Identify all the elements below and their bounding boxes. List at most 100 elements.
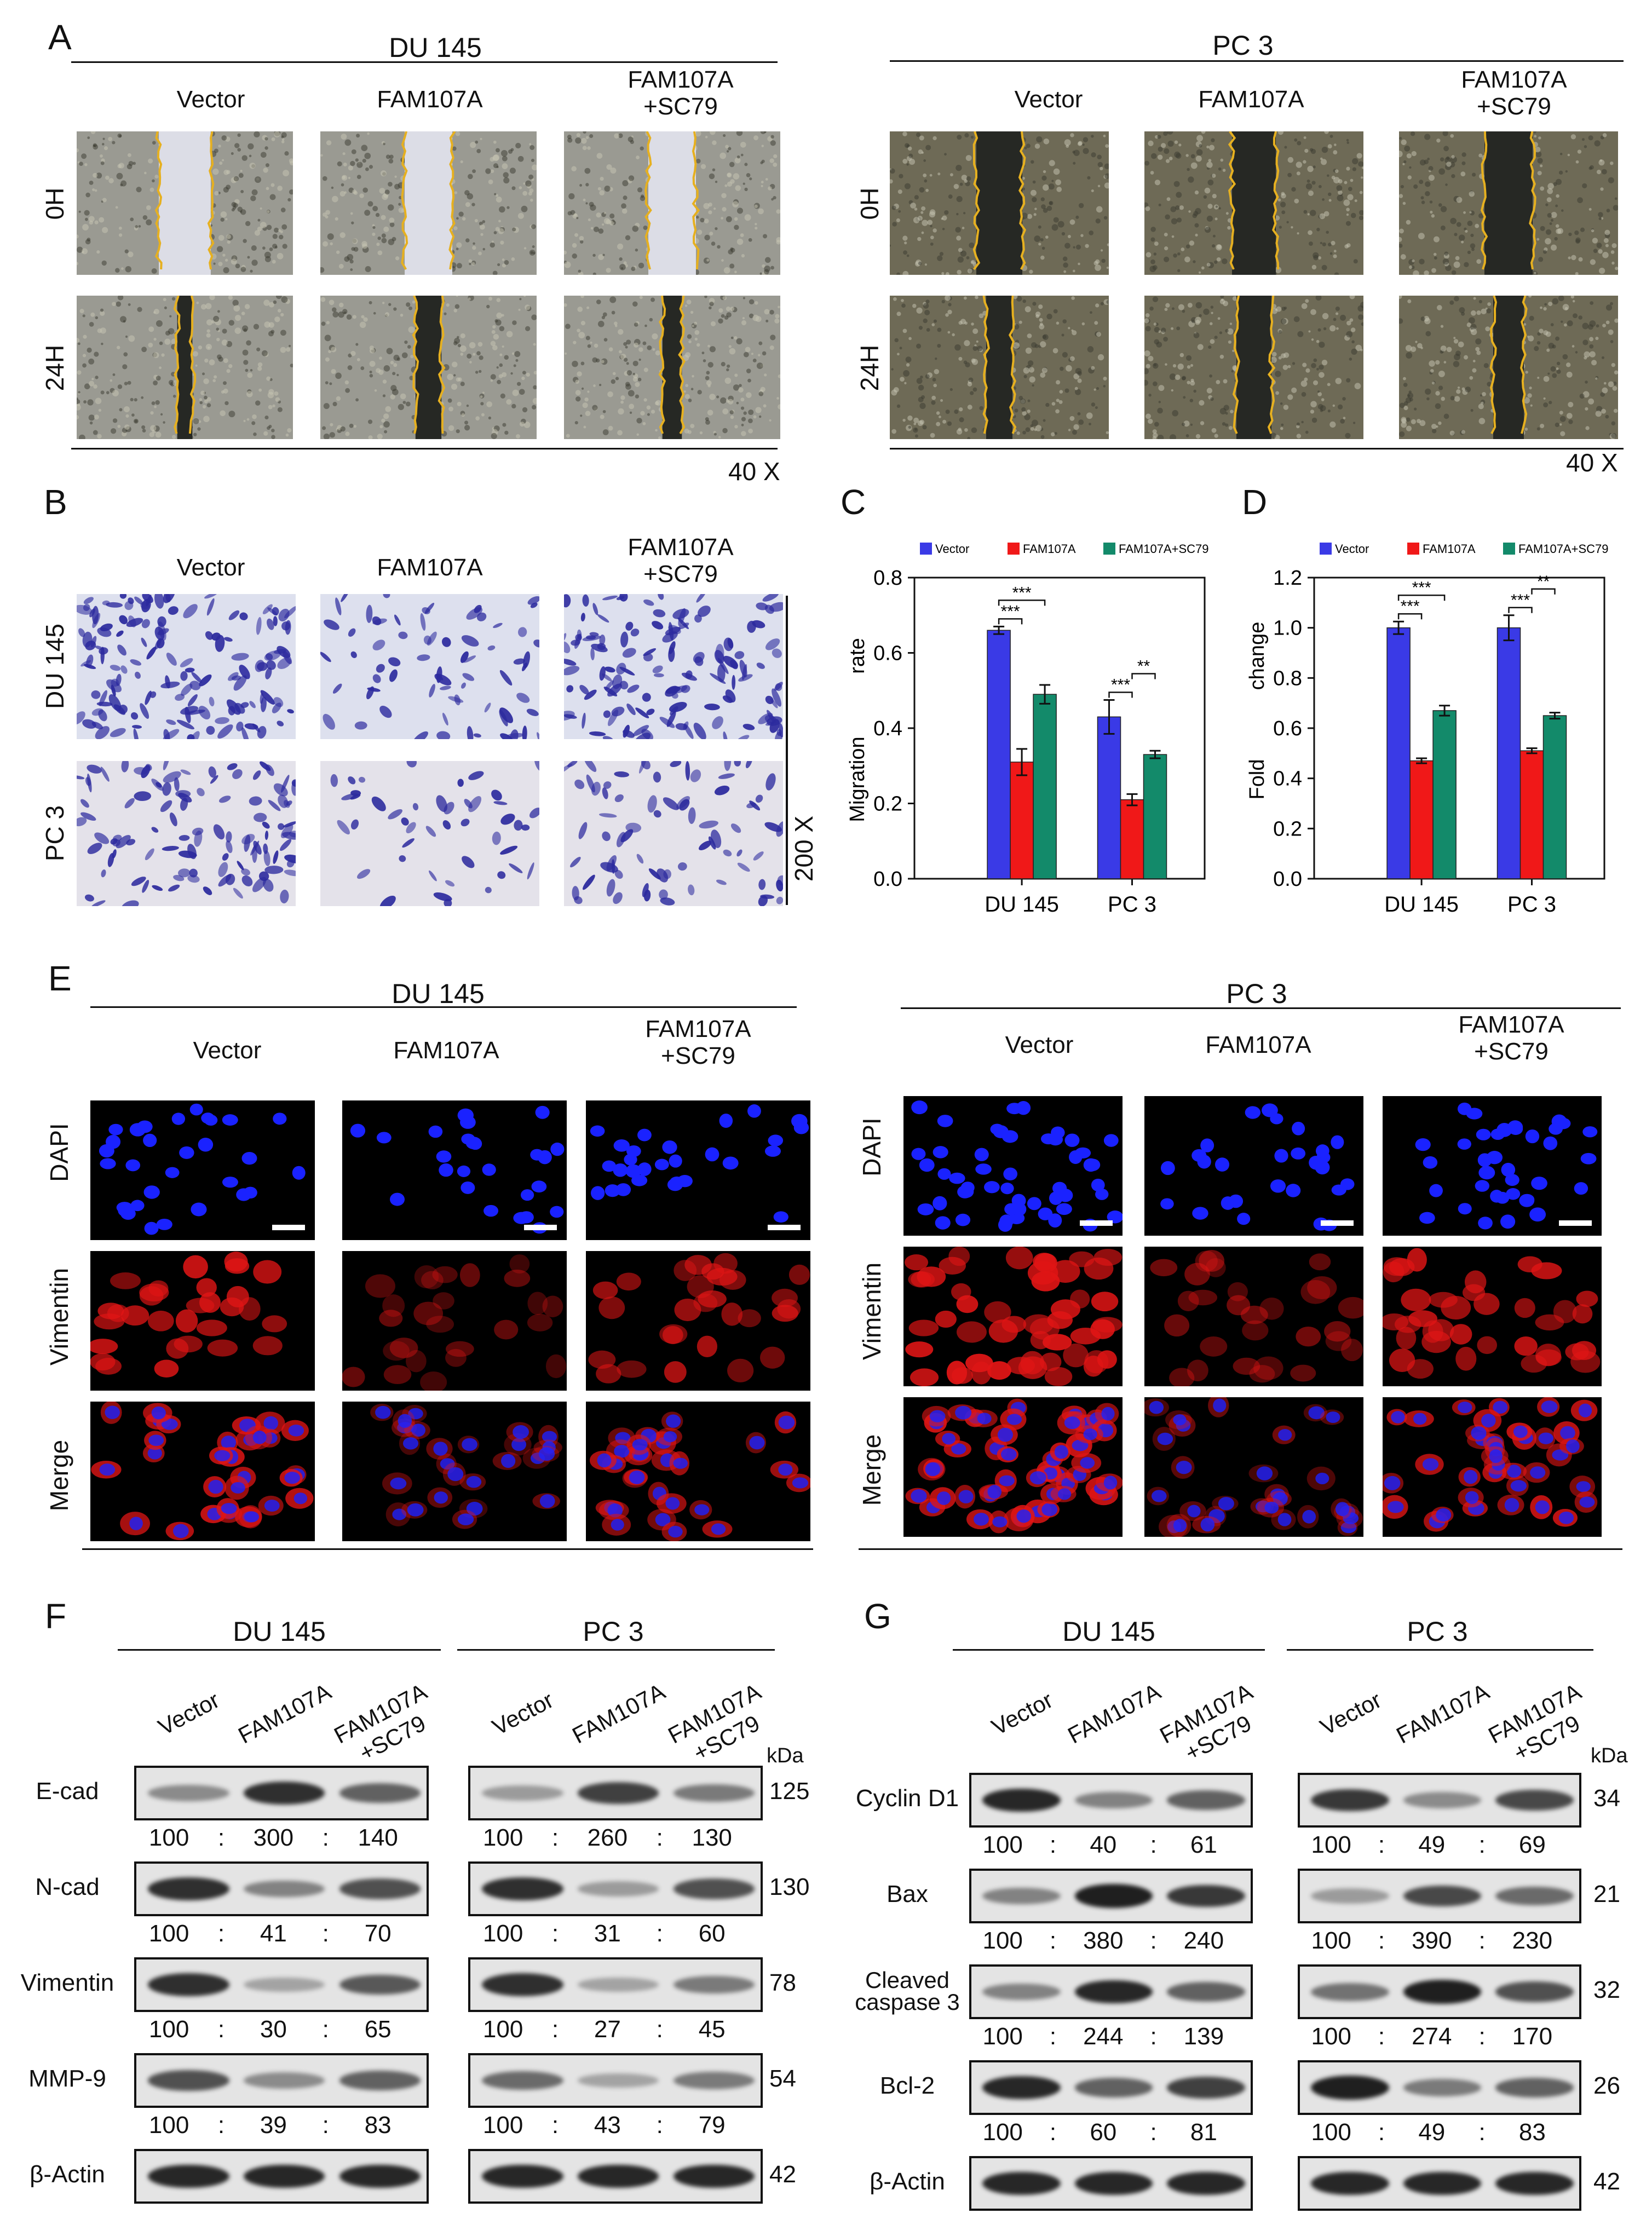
g-quant: 49 bbox=[1418, 2119, 1446, 2146]
e-pc-dapi-1-image bbox=[1144, 1096, 1363, 1236]
bar bbox=[1097, 716, 1121, 879]
f-du145-title: DU 145 bbox=[233, 1616, 326, 1647]
band bbox=[1311, 1789, 1390, 1812]
b-du145-label: DU 145 bbox=[41, 624, 69, 709]
ratio-separator: : bbox=[1478, 2119, 1486, 2146]
band bbox=[482, 1877, 563, 1900]
f-quant: 260 bbox=[587, 1824, 628, 1851]
band bbox=[1311, 2076, 1390, 2100]
e-pc-dapi-label: DAPI bbox=[857, 1117, 886, 1177]
bar bbox=[1519, 750, 1544, 879]
significance-stars: ** bbox=[1137, 657, 1150, 675]
ratio-separator: : bbox=[656, 1824, 663, 1851]
f-du-blot bbox=[134, 2149, 429, 2204]
f-lane-label: FAM107A bbox=[568, 1678, 670, 1749]
a-pc-vector-24h-image bbox=[890, 296, 1109, 439]
g-quant: 390 bbox=[1412, 1927, 1452, 1954]
f-quant: 45 bbox=[698, 2016, 726, 2043]
panel-label-c: C bbox=[841, 482, 866, 522]
y-tick-label: 0.8 bbox=[1273, 667, 1302, 690]
a-pc-bottom-line bbox=[890, 448, 1624, 449]
band bbox=[1311, 1982, 1390, 2001]
y-tick-label: 0.8 bbox=[873, 567, 902, 590]
y-tick-label: 0.0 bbox=[1273, 868, 1302, 891]
a-du-magnification: 40 X bbox=[728, 457, 780, 486]
g-row-label: Cyclin D1 bbox=[855, 1785, 959, 1812]
a-du-famsc-line1: FAM107A bbox=[628, 66, 734, 93]
a-du-bottom-line bbox=[71, 448, 778, 449]
e-du-vim-label: Vimentin bbox=[45, 1267, 73, 1366]
g-quant: 100 bbox=[1311, 2023, 1351, 2050]
a-du-famsc-0h-image bbox=[564, 131, 780, 275]
f-kda-value: 78 bbox=[769, 1969, 796, 1996]
band bbox=[1074, 2078, 1153, 2097]
g-quant: 100 bbox=[1311, 2119, 1351, 2146]
panel-label-b: B bbox=[44, 482, 67, 522]
b-vector: Vector bbox=[176, 554, 245, 581]
f-quant: 100 bbox=[148, 1824, 189, 1851]
error-bar bbox=[1149, 750, 1161, 759]
e-du145-line bbox=[90, 1006, 797, 1008]
ratio-separator: : bbox=[551, 2112, 559, 2139]
bar bbox=[1033, 694, 1057, 879]
y-tick-label: 0.4 bbox=[873, 717, 902, 740]
e-du-dapi-1-image bbox=[342, 1100, 567, 1240]
bar bbox=[1542, 715, 1567, 879]
ratio-separator: : bbox=[217, 2112, 225, 2139]
b-famsc-line2: +SC79 bbox=[643, 561, 718, 588]
e-pc-merge-label: Merge bbox=[857, 1434, 886, 1506]
ratio-separator: : bbox=[551, 1920, 559, 1947]
band bbox=[982, 1788, 1061, 1812]
g-du-blot bbox=[969, 2156, 1253, 2211]
e-du-vim-1-image bbox=[342, 1251, 567, 1391]
y-tick-label: 1.2 bbox=[1273, 567, 1302, 590]
a-pc3-line bbox=[890, 60, 1624, 62]
error-bar bbox=[1526, 747, 1538, 754]
ratio-separator: : bbox=[217, 1824, 225, 1851]
band bbox=[1403, 2171, 1482, 2195]
ratio-separator: : bbox=[1378, 2119, 1385, 2146]
f-quant: 100 bbox=[148, 2016, 189, 2043]
a-pc-fam-24h-image bbox=[1144, 296, 1363, 439]
g-lane-label: Vector bbox=[1315, 1686, 1386, 1740]
a-du-0h-label: 0H bbox=[41, 187, 69, 220]
f-pc-blot bbox=[468, 1957, 763, 2012]
band bbox=[1403, 2079, 1482, 2096]
band bbox=[1074, 1884, 1153, 1908]
error-bar bbox=[993, 625, 1005, 635]
legend-swatch bbox=[1008, 543, 1020, 555]
e-du-merge-1-image bbox=[342, 1402, 567, 1541]
ratio-separator: : bbox=[1150, 1831, 1157, 1858]
band bbox=[244, 2072, 325, 2089]
ratio-separator: : bbox=[1049, 2119, 1057, 2146]
g-du-blot bbox=[969, 2060, 1253, 2115]
x-tick-label: PC 3 bbox=[1507, 892, 1556, 917]
bar bbox=[1386, 627, 1411, 879]
ratio-separator: : bbox=[656, 2016, 663, 2043]
significance-bracket bbox=[1397, 594, 1446, 601]
error-bar bbox=[1039, 684, 1051, 705]
g-lane-label: FAM107A bbox=[1392, 1678, 1494, 1749]
panel-label-e: E bbox=[48, 959, 72, 998]
g-quant: 274 bbox=[1412, 2023, 1452, 2050]
band bbox=[578, 1881, 659, 1897]
legend-label: Vector bbox=[935, 542, 969, 556]
g-kda-value: 21 bbox=[1593, 1881, 1620, 1907]
x-tick-label: DU 145 bbox=[1384, 892, 1459, 917]
f-row-label: Vimentin bbox=[20, 1969, 114, 1996]
bar bbox=[1496, 627, 1521, 879]
legend-swatch bbox=[1320, 543, 1332, 555]
e-pc-famsc-line1: FAM107A bbox=[1458, 1011, 1564, 1038]
band bbox=[1495, 1981, 1574, 2002]
band bbox=[982, 2171, 1061, 2195]
ratio-separator: : bbox=[217, 2016, 225, 2043]
scale-bar bbox=[524, 1225, 557, 1230]
band bbox=[1311, 1888, 1390, 1904]
f-quant: 30 bbox=[260, 2016, 287, 2043]
g-quant: 100 bbox=[1311, 1831, 1351, 1858]
g-quant: 60 bbox=[1090, 2119, 1117, 2146]
y-axis-label-part2: change bbox=[1246, 622, 1269, 690]
band bbox=[148, 2164, 229, 2188]
band bbox=[244, 1782, 325, 1805]
f-lane-label: FAM107A bbox=[234, 1678, 336, 1749]
